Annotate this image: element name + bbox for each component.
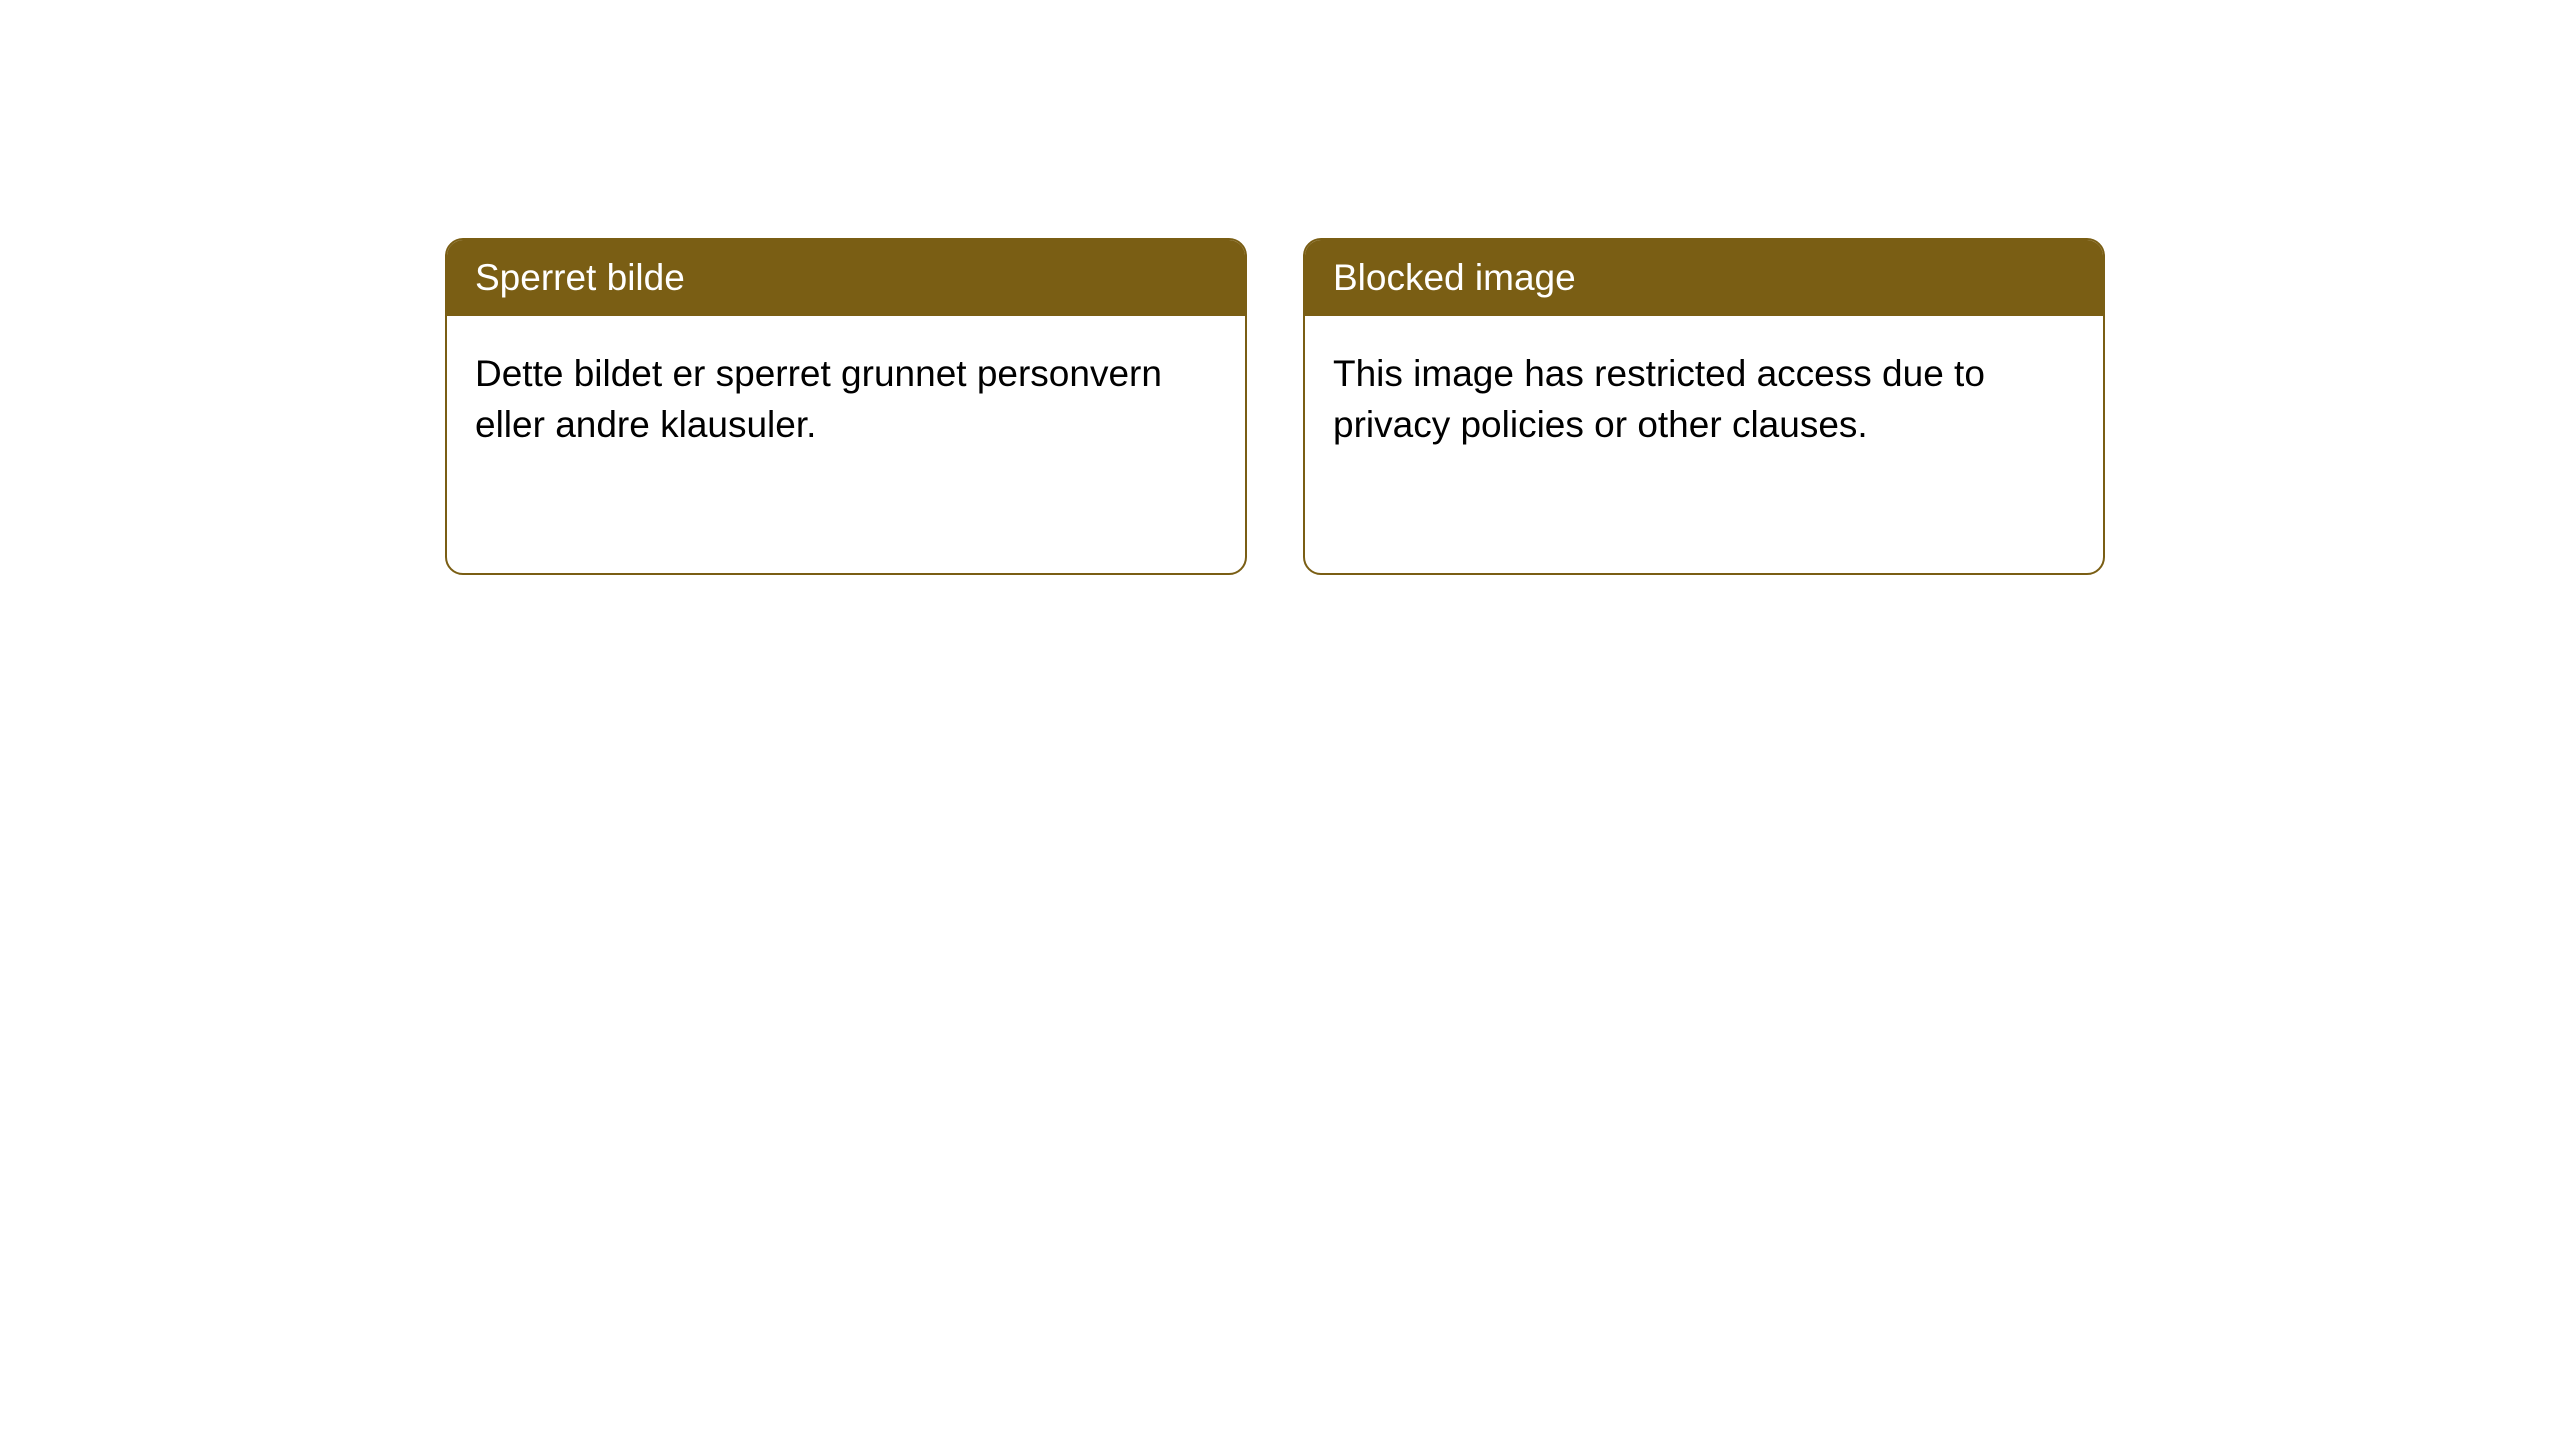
notice-card-norwegian: Sperret bilde Dette bildet er sperret gr… [445,238,1247,575]
notice-body-text: Dette bildet er sperret grunnet personve… [475,353,1162,445]
notice-body-text: This image has restricted access due to … [1333,353,1985,445]
notice-header: Blocked image [1305,240,2103,316]
notice-title: Blocked image [1333,257,1576,298]
notice-container: Sperret bilde Dette bildet er sperret gr… [445,238,2105,575]
notice-body: This image has restricted access due to … [1305,316,2103,482]
notice-title: Sperret bilde [475,257,685,298]
notice-body: Dette bildet er sperret grunnet personve… [447,316,1245,482]
notice-header: Sperret bilde [447,240,1245,316]
notice-card-english: Blocked image This image has restricted … [1303,238,2105,575]
